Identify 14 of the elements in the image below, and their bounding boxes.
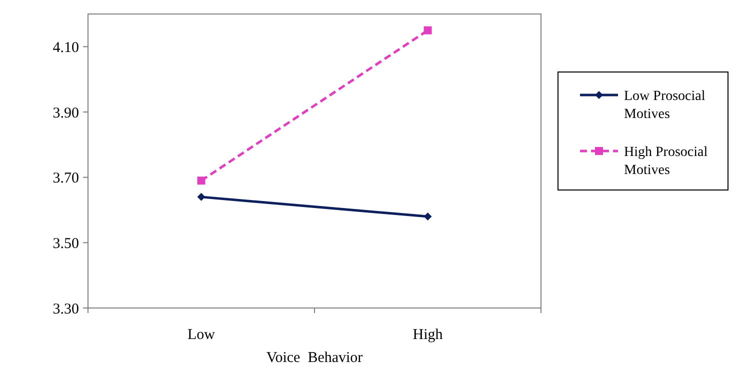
y-tick-label: 3.30: [52, 301, 79, 318]
x-tick-label: High: [412, 327, 444, 343]
point: [197, 176, 206, 185]
point: [197, 192, 206, 201]
x-axis-title: Voice Behavior: [266, 350, 363, 366]
y-tick-label: 4.10: [52, 40, 79, 56]
point: [424, 212, 432, 221]
legend-label: High Prosocial Motives: [624, 145, 708, 178]
y-tick-label: 3.70: [52, 170, 79, 187]
y-tick-label: 3.50: [52, 236, 79, 252]
y-tick-label: 3.90: [52, 105, 79, 122]
legend-label: Low Prosocial Motives: [624, 89, 706, 122]
x-tick-label: Low: [188, 327, 216, 343]
point: [424, 26, 432, 34]
